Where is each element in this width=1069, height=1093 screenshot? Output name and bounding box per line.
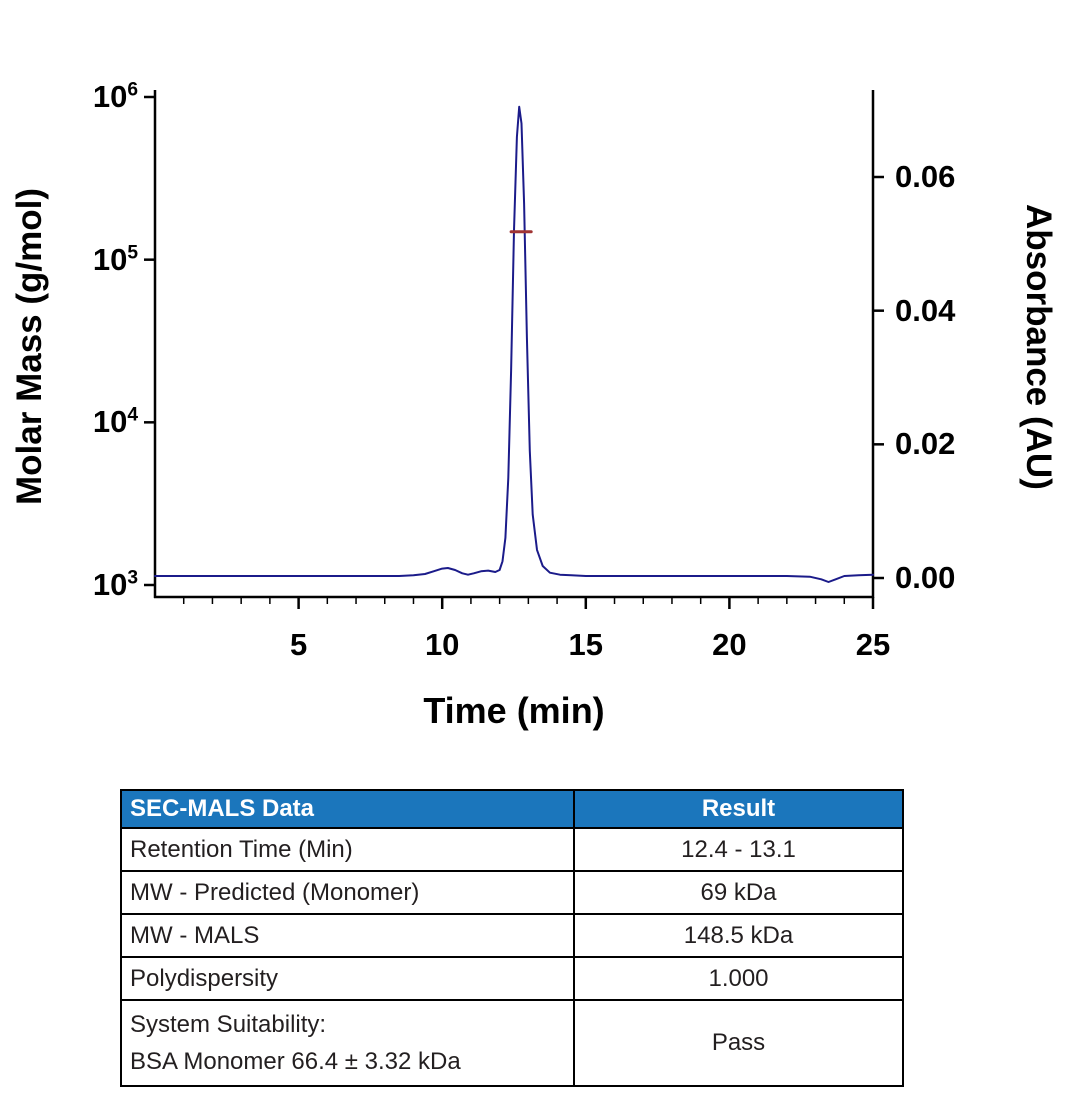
chart-canvas [144, 90, 884, 609]
row-label-mw-mals: MW - MALS [120, 913, 575, 958]
right-axis-tick-label: 0.00 [895, 560, 956, 595]
table-header-result: Result [573, 789, 904, 829]
x-axis-tick-label: 15 [568, 627, 604, 662]
left-axis-tick-label: 103 [92, 567, 138, 602]
x-axis-tick-label: 10 [424, 627, 460, 662]
row-value-mw-predicted: 69 kDa [573, 870, 904, 915]
row-label-polydispersity: Polydispersity [120, 956, 575, 1001]
table-row: MW - Predicted (Monomer) 69 kDa [120, 870, 904, 915]
right-axis-tick-label: 0.06 [895, 159, 956, 194]
row-label-system-suitability: System Suitability: BSA Monomer 66.4 ± 3… [120, 998, 575, 1088]
table-header-data: SEC-MALS Data [120, 789, 575, 829]
table-header-row: SEC-MALS Data Result [120, 789, 904, 829]
table-row: Retention Time (Min) 12.4 - 13.1 [120, 827, 904, 872]
chromatogram-chart: Molar Mass (g/mol) Absorbance (AU) Time … [10, 79, 1058, 731]
row-value-mw-mals: 148.5 kDa [573, 913, 904, 958]
table-row: Polydispersity 1.000 [120, 956, 904, 1001]
x-axis-tick-label: 5 [289, 627, 308, 662]
row-label-retention-time: Retention Time (Min) [120, 827, 575, 872]
left-axis-tick-label: 104 [92, 404, 138, 440]
x-axis-tick-label: 25 [855, 627, 891, 662]
right-axis-title: Absorbance (AU) [1019, 204, 1058, 490]
row-value-polydispersity: 1.000 [573, 956, 904, 1001]
left-axis-tick-label: 105 [92, 241, 138, 277]
system-suitability-line1: System Suitability: [130, 1011, 327, 1038]
row-label-mw-predicted: MW - Predicted (Monomer) [120, 870, 575, 915]
left-axis-tick-label: 106 [92, 79, 138, 114]
sec-mals-results-table: SEC-MALS Data Result Retention Time (Min… [120, 789, 904, 1088]
table-row: MW - MALS 148.5 kDa [120, 913, 904, 958]
results-table-container: SEC-MALS Data Result Retention Time (Min… [120, 789, 904, 1088]
right-axis-tick-label: 0.04 [895, 292, 956, 328]
system-suitability-line2: BSA Monomer 66.4 ± 3.32 kDa [130, 1048, 461, 1076]
right-axis-tick-label: 0.02 [895, 426, 956, 462]
row-value-system-suitability: Pass [573, 998, 904, 1088]
series-absorbance-uv-trace [154, 105, 874, 583]
x-axis-tick-label: 20 [712, 627, 747, 662]
row-value-retention-time: 12.4 - 13.1 [573, 827, 904, 872]
left-axis-title: Molar Mass (g/mol) [10, 188, 49, 506]
table-row: System Suitability: BSA Monomer 66.4 ± 3… [120, 998, 904, 1088]
x-axis-title: Time (min) [423, 690, 605, 731]
